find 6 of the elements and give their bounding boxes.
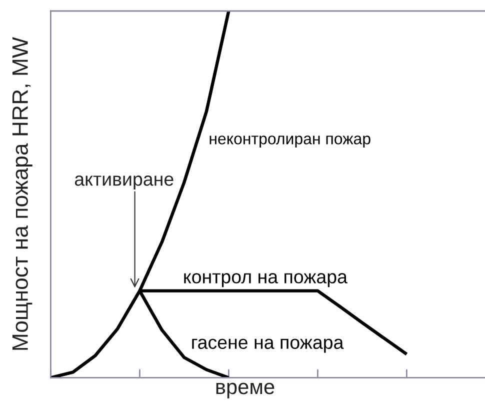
y-axis-title: Мощност на пожара HRR, MW — [12, 37, 32, 350]
series-label: контрол на пожара — [184, 273, 348, 288]
annotation: активиране — [74, 176, 174, 190]
series-label: неконтролиран пожар — [210, 136, 370, 148]
x-axis-title: време — [216, 382, 274, 398]
series-label: гасене на пожара — [192, 338, 344, 353]
